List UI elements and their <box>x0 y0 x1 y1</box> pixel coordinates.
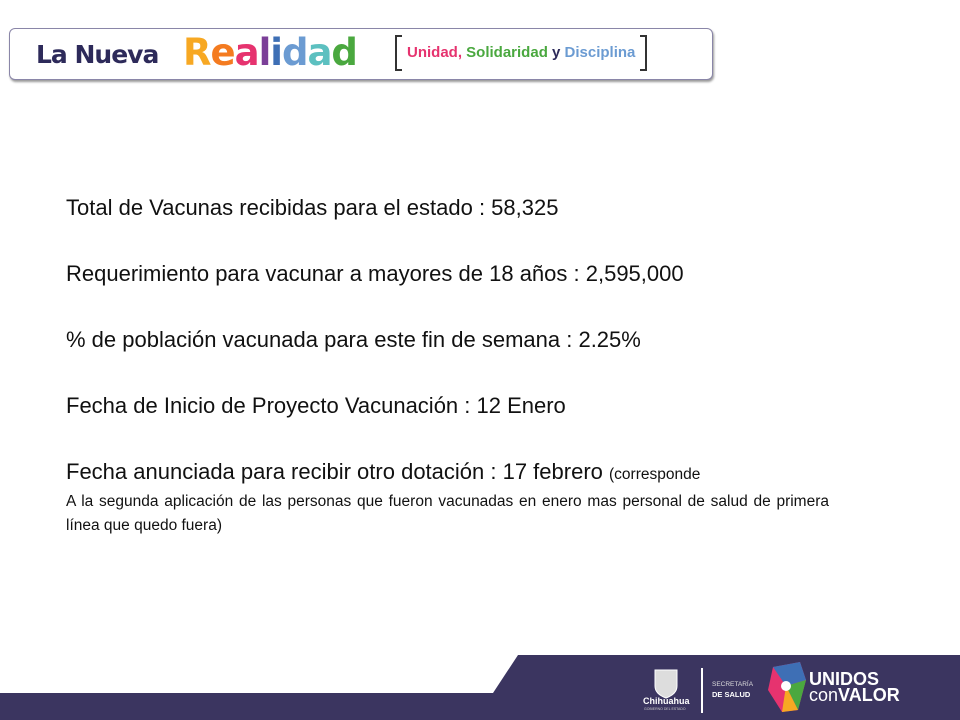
realidad-letter: d <box>331 31 357 74</box>
chihuahua-label: Chihuahua <box>643 696 690 706</box>
realidad-letter: d <box>281 31 308 74</box>
realidad-letter: a <box>234 31 260 74</box>
con-valor-label: conVALOR <box>809 686 900 704</box>
chihuahua-map-icon <box>768 662 806 712</box>
requerimiento: Requerimiento para vacunar a mayores de … <box>66 261 684 286</box>
header-banner: La Nueva Realidad Unidad, Solidaridad y … <box>9 28 713 80</box>
fecha-inicio: Fecha de Inicio de Proyecto Vacunación :… <box>66 393 566 418</box>
con-label: con <box>809 685 839 705</box>
slide-content: Total de Vacunas recibidas para el estad… <box>66 193 836 538</box>
motto-y: y <box>552 44 561 61</box>
realidad-letter: e <box>210 31 236 74</box>
fecha-dotacion: Fecha anunciada para recibir otro dotaci… <box>66 457 836 490</box>
de-salud-label: DE SALUD <box>712 690 751 699</box>
chihuahua-shield-icon <box>654 669 678 699</box>
realidad-logo: Realidad <box>183 31 358 74</box>
porcentaje-poblacion: % de población vacunada para este fin de… <box>66 327 641 352</box>
total-vacunas: Total de Vacunas recibidas para el estad… <box>66 195 559 220</box>
motto-solidaridad: Solidaridad <box>466 44 548 61</box>
valor-label: VALOR <box>838 685 900 705</box>
motto-disciplina: Disciplina <box>564 44 636 61</box>
la-nueva-text: La Nueva <box>36 40 159 69</box>
fecha-dotacion-text: Fecha anunciada para recibir otro dotaci… <box>66 459 603 484</box>
gobierno-label: GOBIERNO DEL ESTADO <box>644 707 686 711</box>
realidad-letter: l <box>258 31 272 74</box>
secretaria-label: SECRETARÍA <box>712 681 754 688</box>
note-text: A la segunda aplicación de las personas … <box>66 493 829 534</box>
realidad-letter: a <box>307 31 332 74</box>
realidad-letter: R <box>183 31 211 74</box>
unidos-label: UNIDOS <box>809 669 880 689</box>
motto: Unidad, Solidaridad y Disciplina <box>395 35 648 71</box>
motto-unidad: Unidad, <box>407 44 462 61</box>
corresponde-text: (corresponde <box>609 466 701 483</box>
realidad-letter: i <box>270 31 283 74</box>
